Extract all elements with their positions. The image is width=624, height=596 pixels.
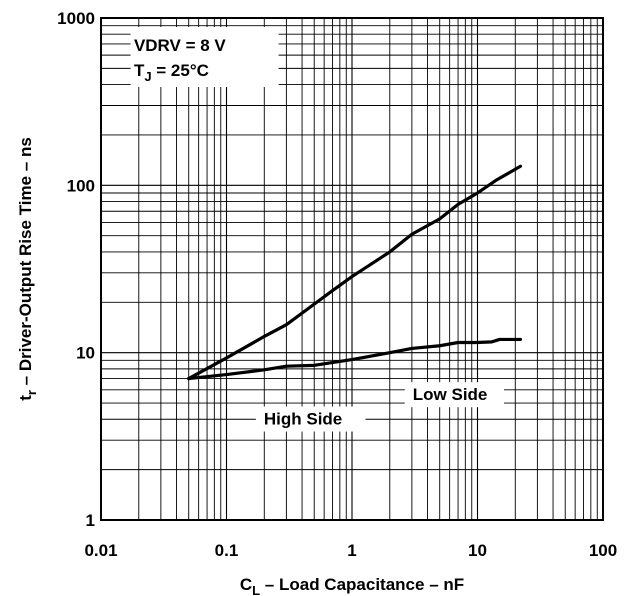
x-tick-label: 10 — [468, 541, 487, 560]
conditions-box — [130, 27, 279, 87]
x-axis-title: CL – Load Capacitance – nF — [240, 575, 464, 596]
series-label-background — [255, 406, 366, 432]
plot-frame — [100, 17, 604, 521]
x-tick-label: 100 — [589, 541, 617, 560]
condition-label: VDRV = 8 V — [134, 36, 226, 55]
high-side-curve — [187, 164, 523, 381]
grid-lines — [101, 18, 603, 520]
y-axis-title: tr – Driver-Output Rise Time – ns — [16, 137, 39, 401]
series-curves — [187, 164, 523, 381]
x-tick-label: 1 — [347, 541, 356, 560]
chart-labels: 0.01 0.1 1 10 100 1 10 100 1000 CL – Load Capacit… — [16, 9, 617, 596]
condition-label: TJ = 25°C — [134, 61, 209, 84]
x-tick-label: 0.01 — [84, 541, 117, 560]
high-side-label: High Side — [264, 410, 342, 429]
y-tick-label: 10 — [76, 344, 95, 363]
y-tick-label: 1000 — [57, 9, 95, 28]
series-label-background — [404, 382, 504, 408]
x-tick-label: 0.1 — [215, 541, 239, 560]
y-tick-label: 1 — [86, 511, 95, 530]
low-side-label: Low Side — [413, 385, 488, 404]
y-tick-label: 100 — [67, 176, 95, 195]
low-side-curve — [187, 337, 523, 381]
